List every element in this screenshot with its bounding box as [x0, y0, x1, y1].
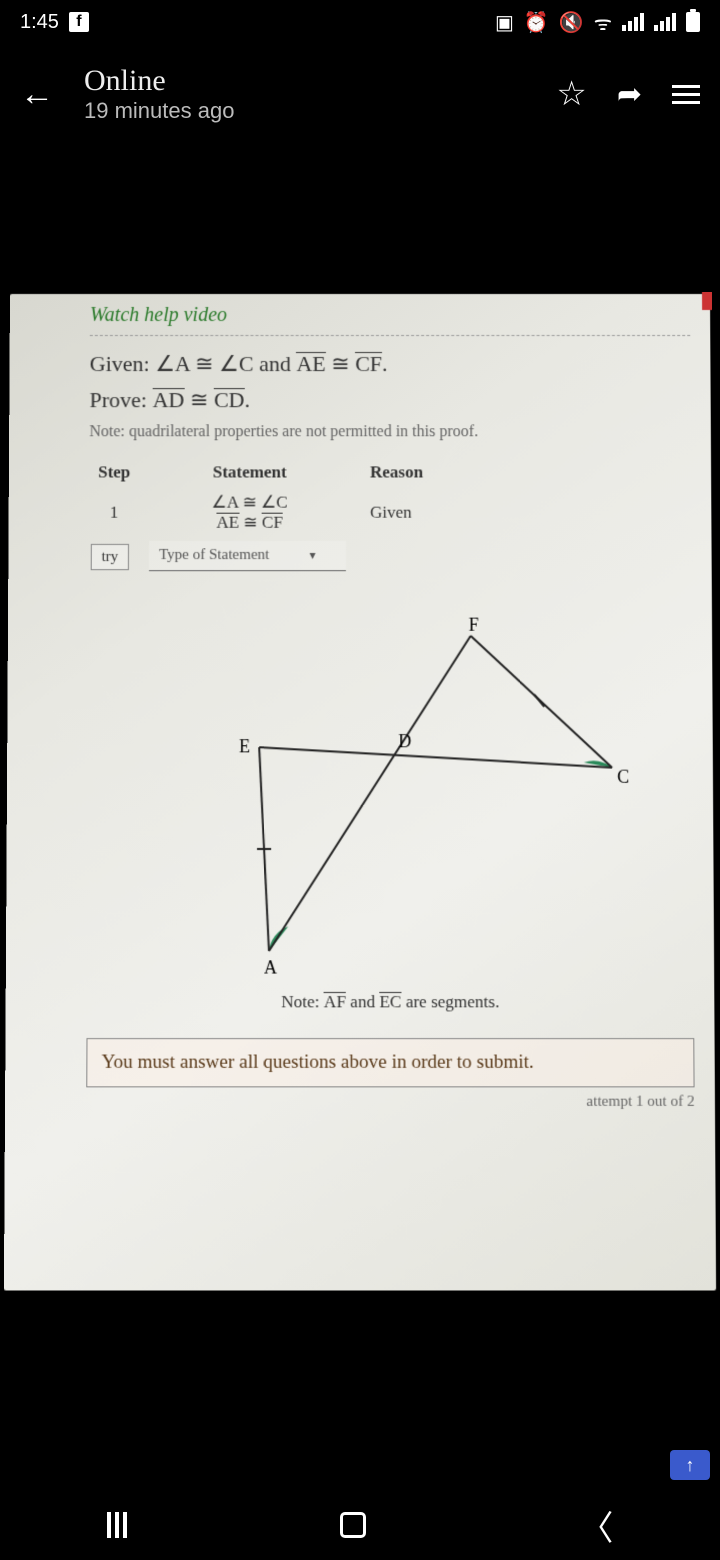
seg-cd: CD [214, 388, 245, 411]
segnote-and: and [346, 992, 379, 1011]
statement-type-dropdown[interactable]: Type of Statement [149, 541, 346, 571]
cast-icon: ▣ [495, 10, 514, 35]
share-button[interactable]: ➦ [617, 77, 642, 112]
type-select-cell: Type of Statement [149, 541, 346, 571]
given-and: and [253, 351, 296, 376]
label-f: F [469, 615, 479, 635]
signal-icon-2 [654, 13, 676, 31]
content-wrap: Watch help video Given: ∠A ≅ ∠C and AE ≅… [0, 294, 720, 1274]
stmt-angles: ∠A ≅ ∠C [211, 493, 287, 513]
menu-button[interactable] [672, 85, 700, 104]
status-bar: 1:45 f ▣ ⏰ 🔇 ᯤ [0, 0, 720, 44]
battery-icon [686, 12, 700, 32]
segnote-suffix: are segments. [401, 992, 499, 1011]
favorite-button[interactable]: ☆ [556, 74, 586, 114]
signal-icon-1 [622, 13, 644, 31]
spacer [0, 144, 720, 294]
reason-cell: Given [350, 503, 501, 523]
attempt-counter: attempt 1 out of 2 [86, 1094, 695, 1111]
app-bar: ← Online 19 minutes ago ☆ ➦ [0, 44, 720, 144]
mute-icon: 🔇 [559, 10, 584, 35]
status-left: 1:45 f [20, 11, 89, 34]
geometry-diagram: A E D F C [147, 605, 633, 981]
submit-warning: You must answer all questions above in o… [86, 1038, 694, 1087]
appbar-actions: ☆ ➦ [556, 74, 700, 114]
label-a: A [264, 957, 277, 977]
status-right: ▣ ⏰ 🔇 ᯤ [495, 9, 700, 36]
header-statement: Statement [149, 462, 350, 482]
nav-back-button[interactable]: 〈 [579, 1501, 613, 1550]
try-button[interactable]: try [90, 544, 129, 570]
period-2: . [244, 387, 250, 412]
wifi-icon: ᯤ [594, 9, 612, 36]
line-af [269, 636, 471, 951]
alarm-icon: ⏰ [524, 10, 549, 35]
seg-af: AF [324, 992, 346, 1010]
cong-sym: ≅ [326, 351, 355, 376]
page-subtitle: 19 minutes ago [84, 98, 556, 124]
note-quad: Note: quadrilateral properties are not p… [89, 423, 691, 441]
tick-fc [534, 695, 544, 707]
label-d: D [398, 731, 411, 751]
period: . [382, 351, 388, 376]
table-row: 1 ∠A ≅ ∠C AE ≅ CF Given [79, 489, 692, 537]
facebook-icon: f [69, 12, 89, 32]
header-reason: Reason [350, 462, 500, 482]
seg-cf-2: CF [262, 513, 283, 531]
red-marker [702, 292, 712, 310]
system-nav-bar: 〈 [0, 1490, 720, 1560]
label-c: C [617, 767, 629, 787]
scroll-top-button[interactable] [670, 1450, 710, 1480]
seg-ae: AE [296, 352, 325, 375]
nav-recent-button[interactable] [107, 1512, 127, 1538]
cong-sym-2: ≅ [184, 387, 214, 412]
page-title: Online [84, 64, 556, 98]
header-step: Step [79, 462, 149, 482]
step-num: 1 [79, 503, 149, 523]
statement-cell: ∠A ≅ ∠C AE ≅ CF [149, 493, 350, 533]
clock-text: 1:45 [20, 11, 59, 34]
back-button[interactable]: ← [20, 75, 74, 114]
given-line: Given: ∠A ≅ ∠C and AE ≅ CF. [90, 351, 691, 377]
diagram-svg: A E D F C [147, 605, 633, 981]
cong-sym-3: ≅ [239, 513, 262, 532]
try-cell: try [79, 546, 149, 566]
prove-label: Prove: [89, 387, 147, 412]
seg-ae-2: AE [216, 513, 239, 531]
table-row-input: try Type of Statement [79, 537, 692, 575]
worksheet-paper: Watch help video Given: ∠A ≅ ∠C and AE ≅… [4, 294, 716, 1290]
segment-note: Note: AF and EC are segments. [87, 992, 695, 1012]
seg-ad: AD [153, 388, 185, 411]
given-angles: ∠A ≅ ∠C [155, 351, 253, 376]
watch-help-link[interactable]: Watch help video [90, 304, 690, 327]
line-ec [259, 747, 612, 767]
segnote-prefix: Note: [281, 992, 324, 1011]
title-block: Online 19 minutes ago [84, 64, 556, 124]
proof-table: Step Statement Reason 1 ∠A ≅ ∠C AE ≅ CF … [79, 456, 692, 575]
label-e: E [239, 736, 250, 756]
seg-ec: EC [379, 992, 401, 1010]
given-label: Given: [90, 351, 150, 376]
prove-line: Prove: AD ≅ CD. [89, 387, 690, 413]
stmt-segs: AE ≅ CF [216, 513, 283, 533]
seg-cf: CF [355, 352, 382, 375]
table-header: Step Statement Reason [79, 456, 691, 488]
divider [90, 335, 690, 336]
nav-home-button[interactable] [340, 1512, 366, 1538]
